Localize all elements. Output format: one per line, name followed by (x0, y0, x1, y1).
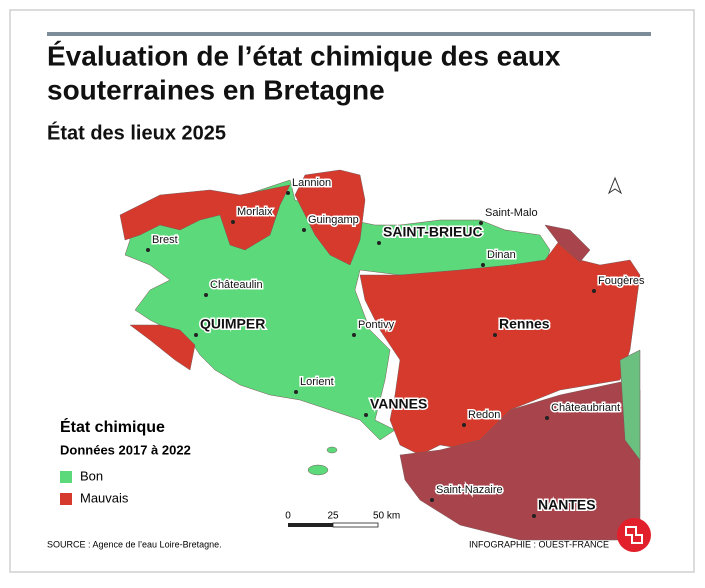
city-label: Saint-Nazaire (436, 484, 503, 496)
city-dot (294, 390, 298, 394)
city-label: Lorient (300, 376, 334, 388)
legend-label: Bon (80, 468, 103, 483)
region-bad (294, 169, 366, 266)
city-label: Saint-Malo (485, 207, 538, 219)
city-dot (462, 423, 466, 427)
city-dot (479, 221, 483, 225)
city-label: Brest (152, 234, 178, 246)
city-dot (481, 263, 485, 267)
legend-title: État chimique (60, 417, 165, 436)
city-label: Châteaubriant (551, 402, 620, 414)
top-bar (47, 32, 651, 36)
city-dot (545, 416, 549, 420)
scale-label: 25 (327, 511, 339, 522)
city-label: Guingamp (308, 214, 359, 226)
region-loire-good (619, 349, 641, 461)
city-label: Châteaulin (210, 279, 263, 291)
city-dot (364, 413, 368, 417)
city-label: Lannion (292, 177, 331, 189)
city-dot (146, 248, 150, 252)
scale-segment (332, 522, 379, 528)
north-arrow (607, 176, 623, 195)
city-dot (592, 289, 596, 293)
credit: INFOGRAPHIE : OUEST-FRANCE (469, 539, 609, 549)
map (119, 169, 641, 541)
legend-subtitle: Données 2017 à 2022 (60, 442, 191, 457)
legend: Bon Mauvais (60, 468, 129, 505)
city-label: NANTES (538, 497, 596, 513)
logo (617, 518, 651, 552)
scale-bar: 0 25 50 km (285, 511, 400, 528)
island (307, 464, 329, 476)
subtitle: État des lieux 2025 (47, 121, 226, 144)
city-dot (377, 241, 381, 245)
region-loire (544, 224, 591, 263)
city-label: VANNES (370, 396, 427, 412)
city-labels: Lannion Morlaix Guingamp Saint-Malo Brest SAI… (146, 175, 646, 518)
city-dot (302, 228, 306, 232)
legend-swatch (60, 493, 72, 505)
city-dot (430, 498, 434, 502)
legend-swatch (60, 471, 72, 483)
scale-segment (288, 523, 333, 527)
city-dot (532, 514, 536, 518)
city-label: QUIMPER (200, 316, 265, 332)
city-dot (286, 191, 290, 195)
city-label: Dinan (487, 249, 516, 261)
city-label: Morlaix (237, 206, 273, 218)
region-bad (129, 324, 196, 371)
island (326, 446, 338, 454)
city-label: Rennes (499, 316, 550, 332)
scale-label: 0 (285, 511, 291, 522)
legend-label: Mauvais (80, 490, 129, 505)
title-line: souterraines en Bretagne (47, 74, 385, 105)
city-label: SAINT-BRIEUC (383, 224, 483, 240)
city-dot (194, 333, 198, 337)
region-bad (359, 239, 641, 456)
city-dot (352, 333, 356, 337)
title-line: Évaluation de l’état chimique des eaux (47, 40, 561, 71)
city-dot (231, 220, 235, 224)
region-bad (119, 184, 291, 251)
scale-label: 50 km (373, 511, 400, 522)
city-dot (493, 333, 497, 337)
logo-mark (625, 526, 643, 544)
city-label: Pontivy (358, 319, 395, 331)
source: SOURCE : Agence de l’eau Loire-Bretagne. (47, 539, 222, 549)
city-label: Redon (468, 409, 500, 421)
city-label: Fougères (598, 275, 645, 287)
city-dot (204, 293, 208, 297)
